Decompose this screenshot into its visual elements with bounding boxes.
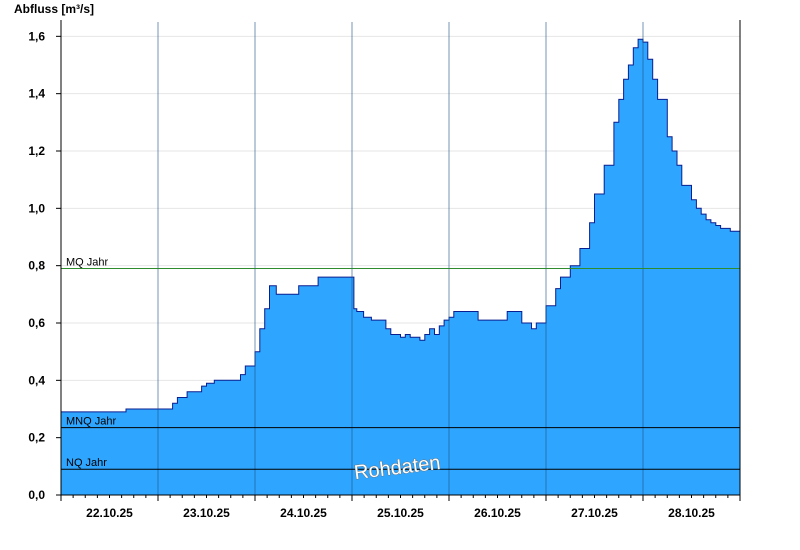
x-tick-label-5: 27.10.25 [571,506,618,520]
x-tick-label-3: 25.10.25 [377,506,424,520]
y-ticks: 0,0 0,2 0,4 0,6 0,8 1,0 1,2 1,4 1,6 [28,29,61,502]
y-tick-label-4: 0,8 [28,259,45,273]
reference-lines: MQ Jahr MNQ Jahr NQ Jahr [61,257,740,470]
y-axis-label: Abfluss [m³/s] [14,2,94,16]
y-tick-label-3: 0,6 [28,316,45,330]
y-tick-label-1: 0,2 [28,431,45,445]
x-tick-label-2: 24.10.25 [280,506,327,520]
y-tick-label-0: 0,0 [28,488,45,502]
discharge-area [61,39,740,495]
discharge-line [61,38,740,413]
grid-lines [61,35,740,439]
reference-label-2: NQ Jahr [66,457,107,469]
y-tick-label-6: 1,2 [28,144,45,158]
x-tick-label-4: 26.10.25 [474,506,521,520]
x-tick-label-6: 28.10.25 [668,506,715,520]
y-tick-label-8: 1,6 [28,29,45,43]
x-ticks: 22.10.25 23.10.25 24.10.25 25.10.25 26.10.25… [60,495,741,520]
x-tick-label-0: 22.10.25 [86,506,133,520]
reference-label-1: MNQ Jahr [66,416,116,428]
x-tick-label-1: 23.10.25 [183,506,230,520]
y-tick-label-5: 1,0 [28,201,45,215]
reference-label-0: MQ Jahr [66,257,109,269]
y-tick-label-2: 0,4 [28,373,45,387]
y-tick-label-7: 1,4 [28,87,45,101]
day-separator-lines [157,22,644,495]
